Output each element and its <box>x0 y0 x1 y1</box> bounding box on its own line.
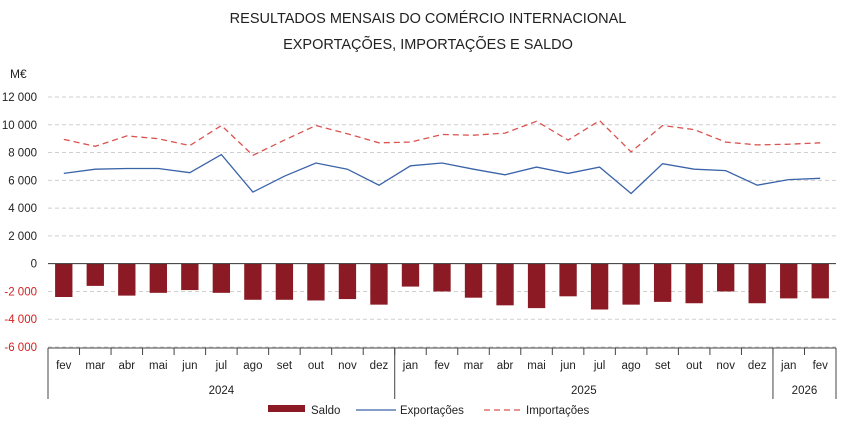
x-tick-label: set <box>655 360 671 372</box>
x-tick-label: out <box>308 360 325 372</box>
x-tick-label: abr <box>497 360 514 372</box>
x-tick-label: abr <box>118 360 135 372</box>
y-tick-label: -4 000 <box>4 314 37 326</box>
importacoes-line <box>63 119 821 157</box>
legend-label-importacoes: Importações <box>526 405 590 417</box>
saldo-bar <box>622 263 640 305</box>
x-tick-label: out <box>686 360 703 372</box>
saldo-bar <box>496 263 514 306</box>
chart-title: RESULTADOS MENSAIS DO COMÉRCIO INTERNACI… <box>230 10 627 27</box>
x-tick-label: nov <box>716 360 735 372</box>
saldo-bar <box>527 263 546 309</box>
saldo-bar <box>685 263 703 304</box>
saldo-bar <box>86 263 104 286</box>
y-tick-label: 6 000 <box>8 175 37 187</box>
x-tick-label: fev <box>434 360 450 372</box>
year-label: 2024 <box>209 385 235 397</box>
gridlines <box>48 96 836 348</box>
saldo-bar <box>118 263 136 296</box>
x-tick-label: ago <box>243 360 262 372</box>
x-tick-label: nov <box>338 360 357 372</box>
y-axis-label: M€ <box>10 67 27 81</box>
exportacoes-line <box>63 153 821 195</box>
x-tick-label: jun <box>559 360 575 372</box>
x-tick-label: mai <box>149 360 168 372</box>
y-tick-label: 10 000 <box>2 120 37 132</box>
x-tick-label: set <box>277 360 293 372</box>
saldo-bar <box>275 263 294 300</box>
y-tick-label: 2 000 <box>8 231 37 243</box>
saldo-bar <box>338 263 357 300</box>
x-tick-label: fev <box>813 360 829 372</box>
x-tick-label: mar <box>85 360 105 372</box>
saldo-bar <box>590 263 609 310</box>
x-tick-label: fev <box>56 360 72 372</box>
y-tick-labels: 12 000 10 000 8 000 6 000 4 000 2 000 0 -2 000 -… <box>2 92 37 354</box>
x-tick-label: jul <box>215 360 228 372</box>
saldo-bar <box>464 263 483 298</box>
saldo-bar <box>717 263 735 292</box>
legend: Saldo Exportações Importações <box>268 405 590 417</box>
saldo-bar <box>244 263 262 300</box>
x-axis: fev mar abr mai jun jul ago set out nov dez jan fev m… <box>47 263 837 399</box>
saldo-bar <box>433 263 451 292</box>
x-tick-label: jan <box>780 360 796 372</box>
legend-label-saldo: Saldo <box>311 405 340 417</box>
x-tick-label: jun <box>181 360 197 372</box>
saldo-bar <box>401 263 420 287</box>
year-label: 2025 <box>571 385 597 397</box>
y-tick-label: 8 000 <box>8 148 37 160</box>
saldo-bar <box>55 263 73 297</box>
saldo-bar <box>811 263 829 299</box>
y-tick-label: 4 000 <box>8 203 37 215</box>
series-lines <box>63 119 821 195</box>
saldo-bar <box>653 263 672 302</box>
saldo-bar <box>307 263 325 301</box>
saldo-bar <box>559 263 577 297</box>
saldo-bar <box>181 263 199 291</box>
y-tick-label: 12 000 <box>2 92 37 104</box>
x-tick-label: jul <box>593 360 606 372</box>
legend-label-exportacoes: Exportações <box>400 405 464 417</box>
chart-subtitle: EXPORTAÇÕES, IMPORTAÇÕES E SALDO <box>283 36 573 53</box>
saldo-bars <box>55 263 829 310</box>
saldo-bar <box>748 263 766 304</box>
x-tick-label: mai <box>527 360 546 372</box>
x-tick-label: mar <box>464 360 484 372</box>
y-tick-label: 0 <box>31 259 37 271</box>
x-tick-label: dez <box>370 360 389 372</box>
y-tick-label: -2 000 <box>4 286 37 298</box>
x-tick-label: ago <box>622 360 641 372</box>
year-label: 2026 <box>792 385 818 397</box>
saldo-bar <box>780 263 798 299</box>
y-tick-label: -6 000 <box>4 342 37 354</box>
legend-swatch-saldo <box>268 405 305 412</box>
saldo-bar <box>149 263 167 293</box>
x-tick-label: jan <box>402 360 418 372</box>
saldo-bar <box>212 263 231 293</box>
saldo-bar <box>370 263 388 305</box>
x-tick-label: dez <box>748 360 767 372</box>
